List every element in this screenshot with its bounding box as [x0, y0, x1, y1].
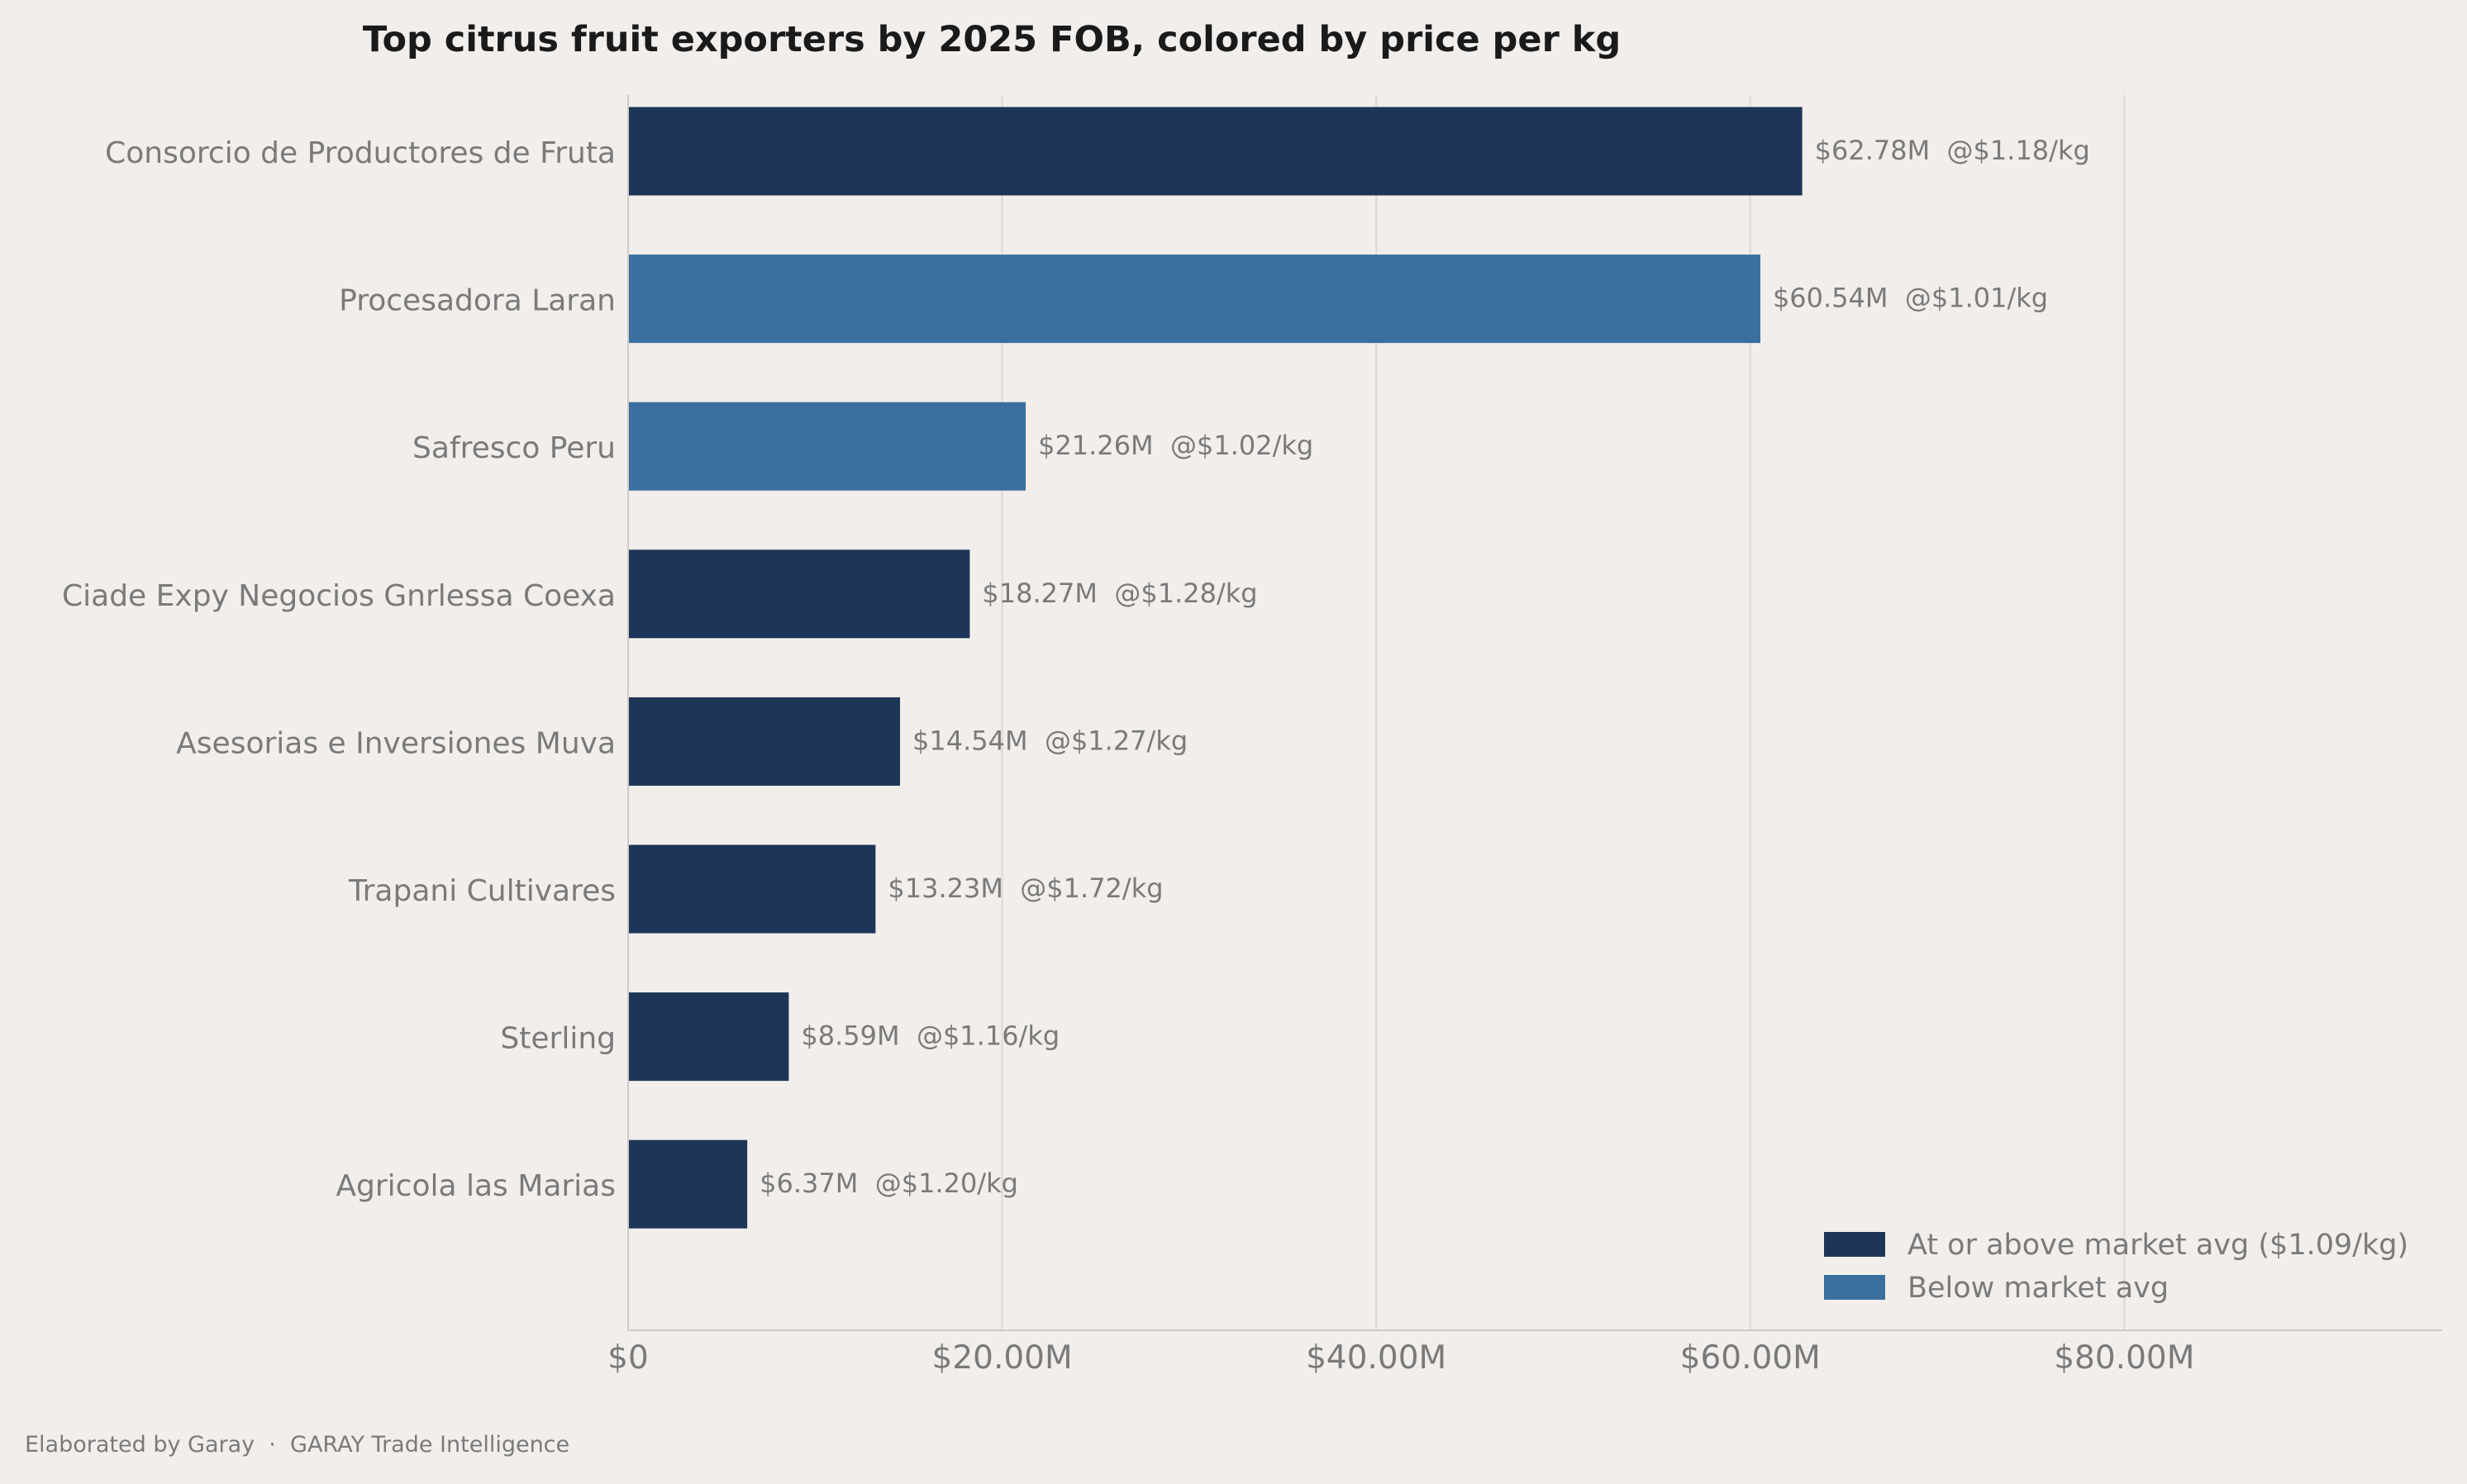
- data-label: $8.59M @$1.16/kg: [801, 1020, 1060, 1052]
- legend-swatch: [1824, 1232, 1885, 1257]
- legend-label: At or above market avg ($1.09/kg): [1907, 1229, 2408, 1262]
- category-label: Safresco Peru: [412, 431, 616, 465]
- bar: [629, 992, 789, 1082]
- bar: [629, 697, 901, 786]
- bar: [629, 1139, 748, 1229]
- category-label: Asesorias e Inversiones Muva: [176, 726, 616, 760]
- category-label: Agricola las Marias: [336, 1169, 616, 1203]
- data-label: $6.37M @$1.20/kg: [760, 1168, 1018, 1199]
- data-labels: $62.78M @$1.18/kg $60.54M @$1.01/kg $21.26…: [760, 135, 2090, 1199]
- data-label: $62.78M @$1.18/kg: [1815, 135, 2090, 166]
- legend: At or above market avg ($1.09/kg) Below m…: [1824, 1229, 2408, 1305]
- data-label: $18.27M @$1.28/kg: [982, 578, 1257, 609]
- bar: [629, 107, 1803, 196]
- bar: [629, 402, 1026, 491]
- category-label: Consorcio de Productores de Fruta: [105, 136, 616, 170]
- legend-swatch: [1824, 1275, 1885, 1300]
- category-labels: Consorcio de Productores de Fruta Procesa…: [62, 136, 616, 1203]
- data-label: $60.54M @$1.01/kg: [1773, 283, 2048, 314]
- legend-label: Below market avg: [1907, 1272, 2169, 1305]
- category-label: Procesadora Laran: [339, 284, 616, 318]
- category-label: Sterling: [500, 1022, 616, 1056]
- category-label: Trapani Cultivares: [348, 874, 616, 908]
- footer-credit: Elaborated by Garay · GARAY Trade Intell…: [25, 1432, 570, 1458]
- data-label: $21.26M @$1.02/kg: [1038, 430, 1313, 461]
- chart-title: Top citrus fruit exporters by 2025 FOB, …: [363, 19, 1621, 60]
- bars: [629, 107, 1803, 1229]
- bar: [629, 254, 1760, 344]
- category-label: Ciade Expy Negocios Gnrlessa Coexa: [62, 579, 616, 613]
- x-tick-label: $0: [607, 1339, 649, 1377]
- x-tick-label: $40.00M: [1306, 1339, 1446, 1377]
- x-tick-label: $60.00M: [1680, 1339, 1821, 1377]
- bar: [629, 844, 876, 934]
- axes: [627, 95, 2442, 1331]
- x-tick-labels: $0 $20.00M $40.00M $60.00M $80.00M: [607, 1339, 2194, 1377]
- data-label: $14.54M @$1.27/kg: [912, 725, 1188, 756]
- x-tick-label: $20.00M: [932, 1339, 1073, 1377]
- bar: [629, 549, 970, 639]
- data-label: $13.23M @$1.72/kg: [888, 873, 1163, 904]
- x-tick-label: $80.00M: [2054, 1339, 2194, 1377]
